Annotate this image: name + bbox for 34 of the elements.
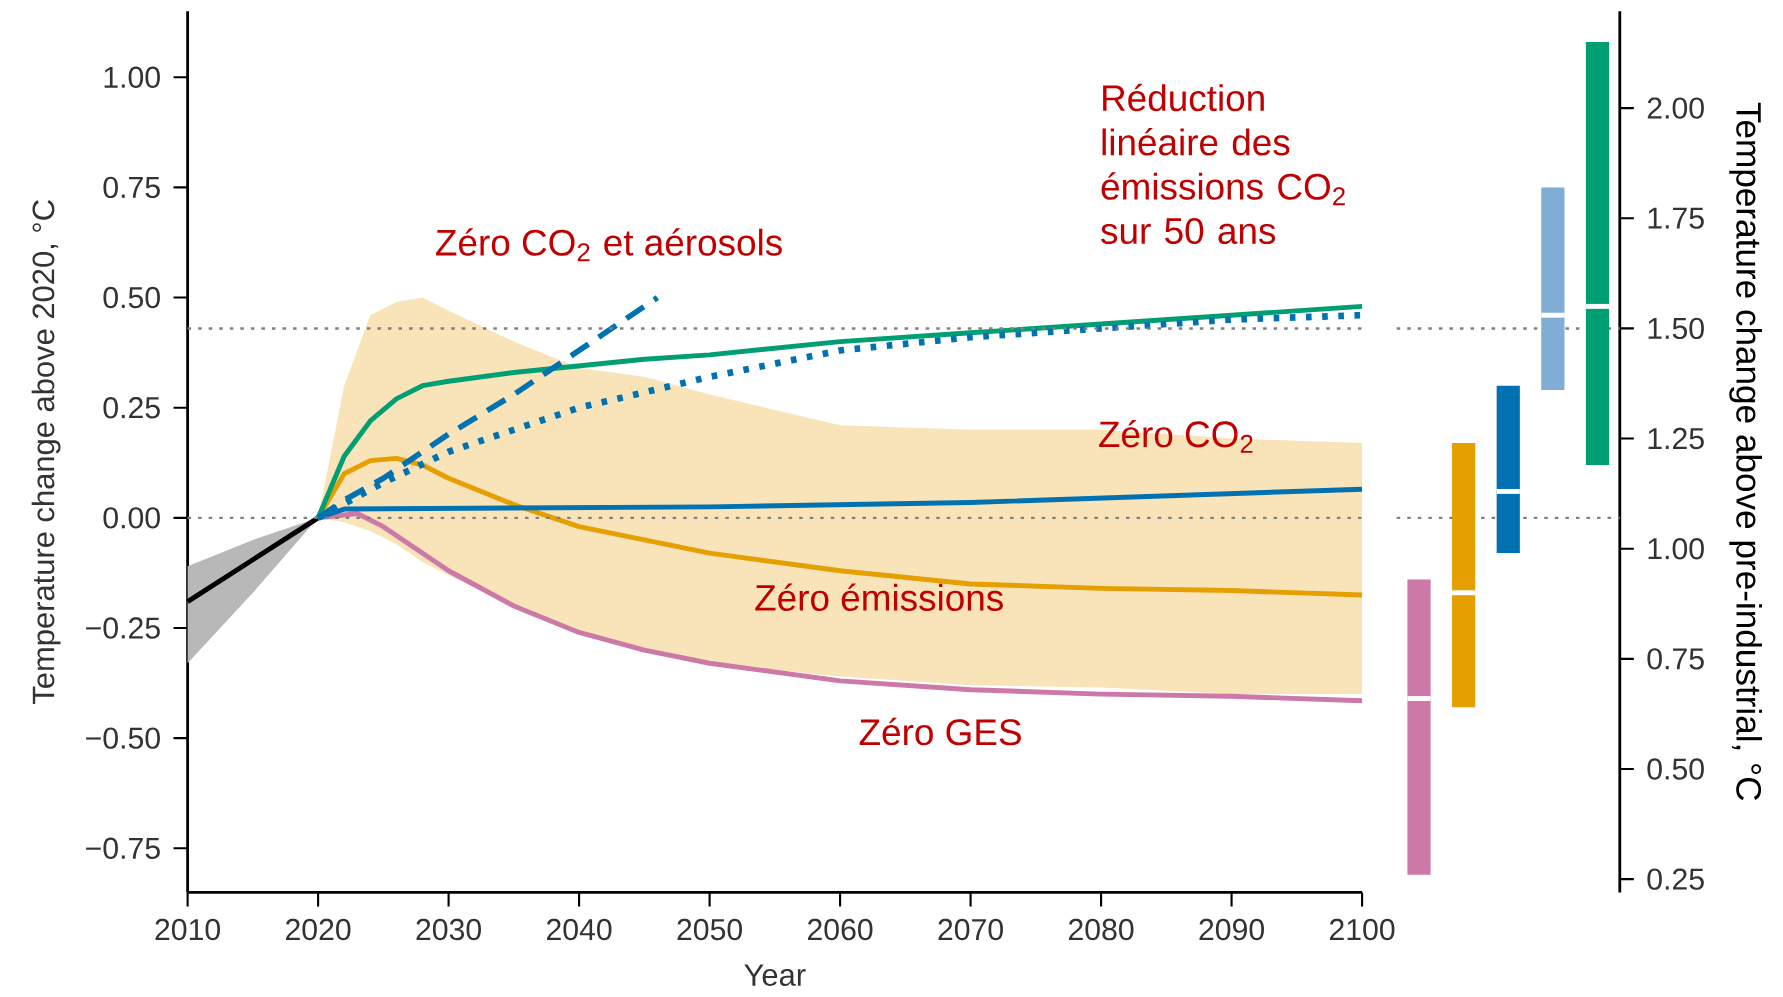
y-axis-title: Temperature change above 2020, °C [31,200,61,704]
y-tick-label: 1.75 [1648,207,1704,229]
x-tick-label: 2090 [1199,918,1264,941]
y-tick-label: 1.00 [104,66,160,88]
y-tick-label: 0.25 [103,397,160,419]
y-tick-label: 0.75 [1647,648,1704,670]
x-tick-label: 2020 [286,918,351,941]
text: Réduction linéaire des émissions CO$_{2}$ sur 50 ans [1101,83,1345,245]
x-tick-label: 2100 [1330,918,1395,941]
x-tick-label: 2070 [938,918,1003,941]
y-tick-label: 1.00 [1648,538,1704,560]
x-tick-label: 2080 [1069,918,1134,941]
y-tick-label: −0.50 [86,727,160,749]
x-tick-label: 2060 [808,918,873,941]
y-tick-label: 0.25 [1647,868,1704,890]
y-tick-label: 0.75 [103,176,160,199]
y-tick-label: 1.25 [1648,427,1704,450]
series-label: Zéro CO$_{2}$ [1099,419,1253,453]
y-tick-label: −0.25 [86,617,160,639]
x-axis-title: Year [744,964,806,986]
series-label: Zéro CO$_{2}$ et aérosols [436,228,782,262]
series-label: Zéro émissions [755,583,1003,611]
x-tick-label: 2040 [547,918,612,941]
series-label: Zéro GES [859,717,1021,746]
y-tick-label: 1.50 [1648,317,1704,340]
y-tick-label: 0.00 [103,507,160,529]
y-tick-label: 0.50 [103,286,160,309]
y-tick-label: 0.50 [1647,758,1704,780]
x-tick-label: 2010 [155,918,220,941]
x-tick-label: 2050 [677,918,742,941]
x-tick-label: 2030 [416,918,481,941]
y-tick-label: 2.00 [1647,97,1704,119]
y-tick-label: −0.75 [86,837,160,860]
y-axis-title: Temperature change above pre-industrial, °C [1729,102,1762,801]
